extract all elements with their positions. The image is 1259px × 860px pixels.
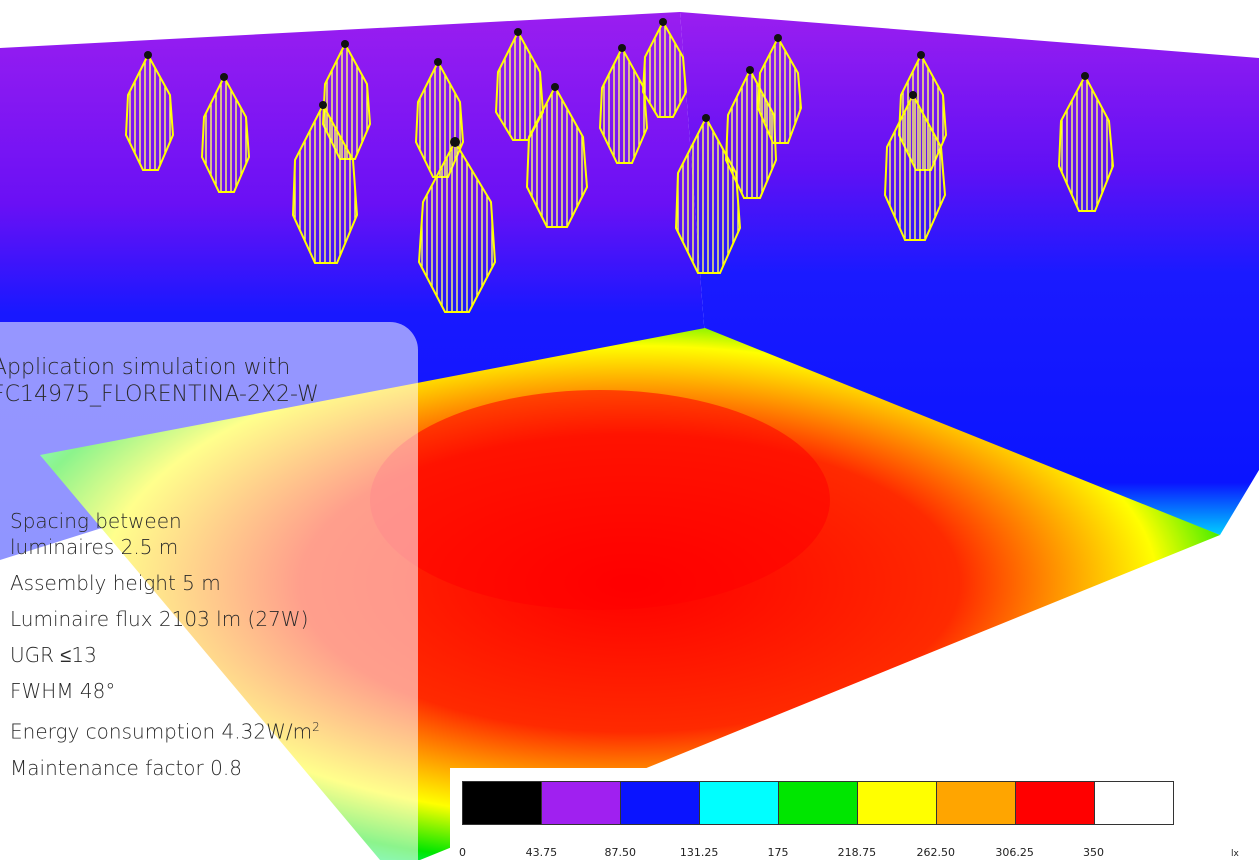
spec-height: Assembly height 5 m xyxy=(10,571,221,595)
legend-label: 87.50 xyxy=(604,846,636,859)
legend-label: 350 xyxy=(1083,846,1105,859)
legend-unit: lx xyxy=(1231,849,1239,859)
spec-energy: Energy consumption 4.32W/m2 xyxy=(10,714,320,745)
spec-fwhm: FWHM 48° xyxy=(10,679,116,703)
legend-swatch xyxy=(542,782,621,824)
color-legend-bar xyxy=(462,781,1174,825)
legend-swatch xyxy=(1016,782,1095,824)
legend-swatch xyxy=(779,782,858,824)
legend-label: 131.25 xyxy=(679,846,719,859)
floor-hotspot xyxy=(370,390,830,610)
legend-label: 306.25 xyxy=(995,846,1034,859)
simulation-title: Application simulation with FC14975_FLOR… xyxy=(0,355,319,407)
spec-flux: Luminaire flux 2103 lm (27W) xyxy=(10,607,309,631)
legend-label: 0 xyxy=(458,846,466,859)
legend-label: 43.75 xyxy=(525,846,558,859)
spec-ugr: UGR ≤13 xyxy=(10,643,97,667)
spec-list: Spacing between luminaires 2.5 m Assembl… xyxy=(10,508,320,791)
spec-spacing: Spacing between luminaires 2.5 m xyxy=(10,509,182,559)
legend-swatch xyxy=(858,782,937,824)
legend-label: 218.75 xyxy=(837,846,877,859)
spec-maintenance: Maintenance factor 0.8 xyxy=(10,755,242,780)
legend-label: 262.50 xyxy=(916,846,956,859)
legend-swatch xyxy=(1095,782,1173,824)
luminaire-cones xyxy=(124,18,1115,313)
legend-swatch xyxy=(621,782,700,824)
spec-energy-text: Energy consumption 4.32W/m xyxy=(10,719,313,744)
legend-swatch xyxy=(937,782,1016,824)
legend-swatch xyxy=(700,782,779,824)
info-panel xyxy=(0,322,418,860)
right-wall xyxy=(680,12,1259,535)
legend-label: 175 xyxy=(767,846,789,859)
spec-energy-sup: 2 xyxy=(312,720,320,734)
legend-swatch xyxy=(463,782,542,824)
